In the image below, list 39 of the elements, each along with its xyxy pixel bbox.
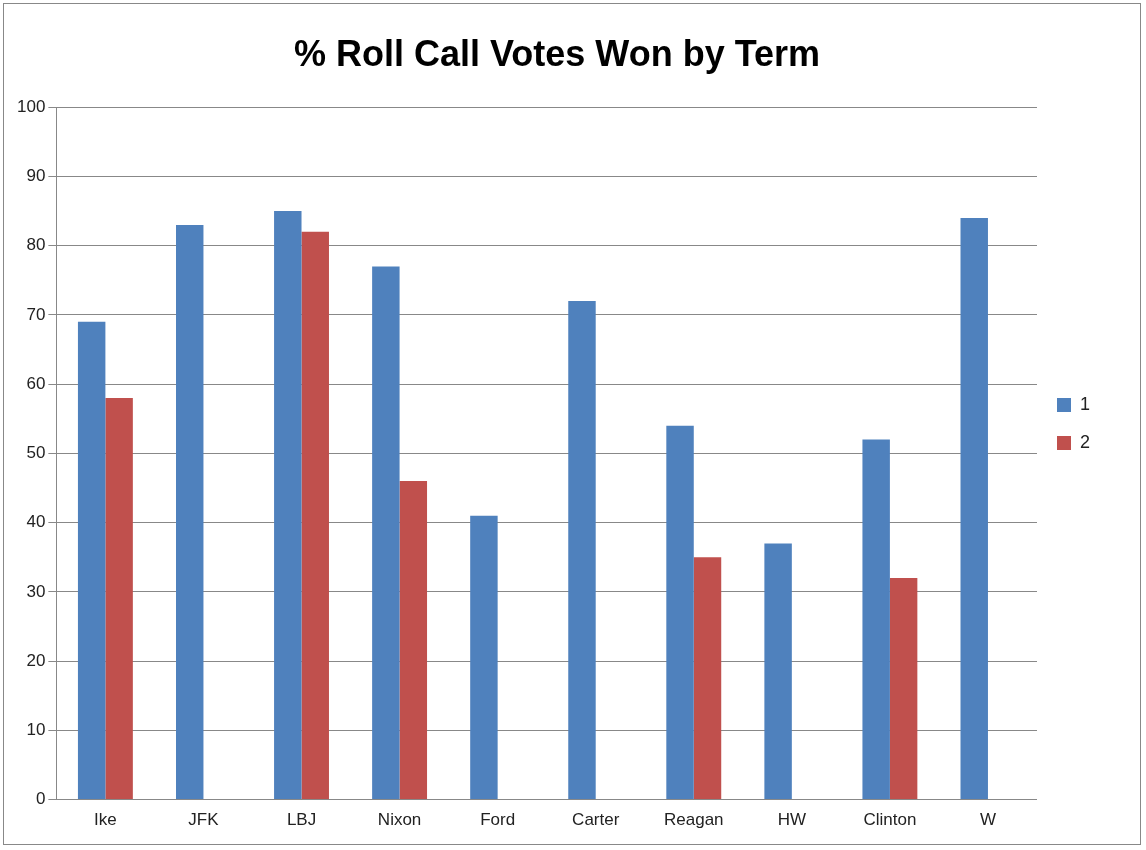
bar [470,515,498,800]
y-tick-label: 40 [26,512,46,532]
y-tick-label: 30 [26,581,46,601]
x-tick-label: Clinton [863,810,917,830]
y-tick-label: 80 [26,235,46,255]
bar [666,425,694,800]
bar [274,211,302,800]
y-tick-label: 50 [26,443,46,463]
bar [693,557,722,800]
bar [176,224,204,800]
x-tick-label: W [979,810,996,830]
legend-label: 2 [1079,431,1090,452]
y-tick-label: 60 [26,373,46,393]
x-tick-label: Nixon [377,810,422,830]
x-tick-label: LBJ [286,810,317,830]
x-tick-label: Carter [572,810,620,830]
x-tick-label: Ike [94,810,117,830]
bar [105,398,133,800]
bar [77,321,106,800]
x-tick-label: Ford [480,810,516,830]
y-tick-label: 10 [26,720,46,740]
x-tick-label: HW [777,810,806,830]
y-tick-label: 90 [26,166,46,186]
x-tick-label: Reagan [663,810,724,830]
y-tick-label: 70 [26,304,46,324]
y-tick-label: 20 [26,650,46,670]
y-tick-label: 0 [35,789,46,809]
x-tick-label: JFK [188,810,220,830]
bar [862,439,890,800]
legend-label: 1 [1079,393,1090,414]
bar [960,217,988,800]
bar [372,266,400,800]
chart-title: % Roll Call Votes Won by Term [293,32,821,74]
bar [764,543,792,800]
bar [568,301,596,800]
bar [301,231,329,800]
bar [889,578,918,800]
y-tick-label: 100 [16,96,46,116]
bar [399,481,428,800]
